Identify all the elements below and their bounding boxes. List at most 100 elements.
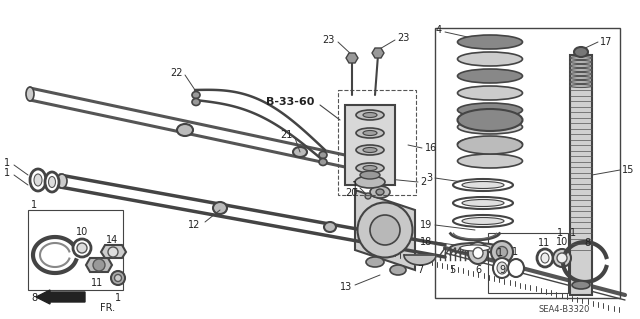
Polygon shape — [101, 245, 126, 258]
Ellipse shape — [497, 247, 508, 257]
Ellipse shape — [491, 241, 513, 263]
Ellipse shape — [458, 109, 522, 131]
Ellipse shape — [293, 147, 307, 157]
Polygon shape — [86, 258, 112, 272]
Ellipse shape — [570, 80, 592, 84]
Ellipse shape — [458, 86, 522, 100]
Text: 4: 4 — [436, 25, 442, 35]
Text: 11: 11 — [538, 238, 550, 248]
Bar — [435, 28, 620, 298]
Text: 1: 1 — [31, 200, 37, 210]
Text: 1: 1 — [570, 228, 576, 238]
Text: 2: 2 — [420, 177, 426, 187]
Text: 11: 11 — [91, 278, 103, 288]
Ellipse shape — [458, 137, 522, 151]
Text: 3: 3 — [426, 173, 432, 183]
Ellipse shape — [462, 218, 504, 225]
Ellipse shape — [553, 249, 571, 267]
Bar — [570, 55, 592, 295]
Ellipse shape — [572, 281, 590, 289]
Ellipse shape — [537, 249, 553, 267]
Ellipse shape — [319, 159, 327, 166]
Text: 23: 23 — [397, 33, 410, 43]
Ellipse shape — [213, 202, 227, 214]
Text: 13: 13 — [340, 282, 352, 292]
Text: 18: 18 — [420, 237, 432, 247]
Ellipse shape — [376, 189, 384, 195]
Text: 8: 8 — [584, 238, 590, 248]
Ellipse shape — [93, 259, 105, 271]
Text: 14: 14 — [106, 235, 118, 245]
Ellipse shape — [493, 258, 511, 278]
Ellipse shape — [458, 69, 522, 83]
Ellipse shape — [370, 215, 400, 245]
Ellipse shape — [458, 154, 522, 168]
Ellipse shape — [49, 176, 56, 188]
Text: 7: 7 — [417, 265, 423, 275]
Bar — [488, 233, 568, 293]
Text: 6: 6 — [475, 265, 481, 275]
Text: 12: 12 — [188, 220, 200, 230]
Text: 8: 8 — [31, 293, 37, 303]
Ellipse shape — [356, 128, 384, 138]
Text: 10: 10 — [556, 237, 568, 247]
Text: SEA4-B3320: SEA4-B3320 — [539, 306, 590, 315]
Ellipse shape — [458, 120, 522, 134]
Text: 1: 1 — [512, 247, 518, 257]
Ellipse shape — [115, 275, 122, 281]
Text: 1: 1 — [4, 158, 10, 168]
Ellipse shape — [356, 163, 384, 173]
Ellipse shape — [557, 253, 567, 263]
Ellipse shape — [497, 262, 507, 274]
Text: 19: 19 — [420, 220, 432, 230]
Ellipse shape — [360, 171, 380, 179]
Ellipse shape — [460, 245, 490, 251]
Ellipse shape — [348, 54, 356, 60]
Ellipse shape — [355, 176, 385, 188]
Ellipse shape — [366, 257, 384, 267]
Ellipse shape — [570, 61, 592, 63]
Ellipse shape — [319, 152, 327, 159]
Ellipse shape — [365, 193, 371, 199]
Ellipse shape — [570, 56, 592, 60]
Ellipse shape — [358, 203, 413, 257]
Text: 23: 23 — [323, 35, 335, 45]
Ellipse shape — [458, 103, 522, 117]
Ellipse shape — [570, 64, 592, 68]
Ellipse shape — [473, 248, 483, 258]
Ellipse shape — [541, 253, 549, 263]
Text: 5: 5 — [449, 265, 455, 275]
Ellipse shape — [45, 172, 59, 192]
Ellipse shape — [356, 145, 384, 155]
Text: 20: 20 — [346, 188, 358, 198]
Ellipse shape — [192, 99, 200, 106]
Text: 9: 9 — [499, 265, 505, 275]
Ellipse shape — [570, 69, 592, 71]
Ellipse shape — [363, 113, 377, 117]
Ellipse shape — [462, 199, 504, 206]
Text: 10: 10 — [76, 227, 88, 237]
Bar — [338, 90, 416, 195]
Ellipse shape — [26, 87, 34, 101]
Ellipse shape — [453, 179, 513, 191]
Text: 1: 1 — [497, 248, 503, 258]
Ellipse shape — [34, 174, 42, 186]
Ellipse shape — [363, 166, 377, 170]
Polygon shape — [372, 48, 384, 58]
Ellipse shape — [390, 265, 406, 275]
Text: 1: 1 — [115, 293, 121, 303]
Ellipse shape — [570, 72, 592, 76]
Text: 1: 1 — [4, 168, 10, 178]
Ellipse shape — [363, 130, 377, 136]
Text: 1: 1 — [352, 181, 358, 191]
Text: 16: 16 — [425, 143, 437, 153]
Text: FR.: FR. — [100, 303, 115, 313]
Ellipse shape — [570, 85, 592, 87]
FancyArrow shape — [36, 290, 85, 304]
Ellipse shape — [324, 222, 336, 232]
Ellipse shape — [458, 136, 522, 154]
Bar — [28, 210, 123, 290]
Ellipse shape — [356, 110, 384, 120]
Ellipse shape — [450, 243, 500, 253]
Ellipse shape — [453, 197, 513, 209]
